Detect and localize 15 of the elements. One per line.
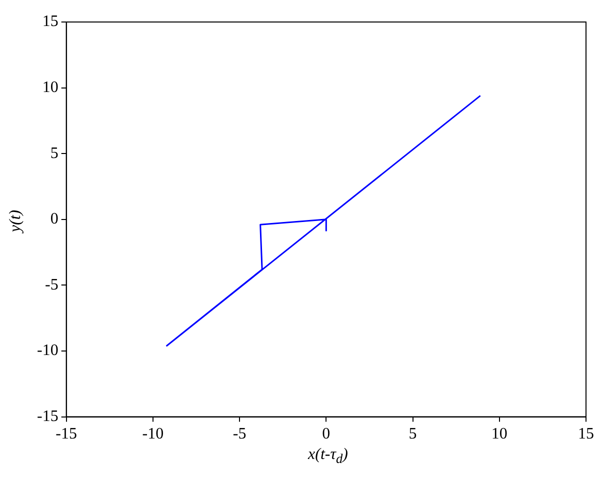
y-tick-label: -15 — [37, 408, 58, 426]
x-tick-label: -10 — [142, 426, 164, 443]
x-tick-label: -5 — [232, 426, 246, 443]
y-tick-label: -5 — [45, 276, 58, 294]
y-tick-label: 10 — [42, 79, 58, 96]
y-tick-label: 0 — [50, 210, 58, 228]
x-tick-label: 0 — [322, 426, 330, 443]
y-axis-title: y(t) — [7, 210, 25, 232]
x-axis-title: x(t-τ$_{d}$) — [306, 446, 349, 468]
x-tick-label: 10 — [491, 426, 508, 443]
x-tick-label: 5 — [408, 426, 417, 443]
y-tick-label: -10 — [37, 342, 58, 360]
y-tick-label: 15 — [42, 13, 58, 30]
x-tick-label: 15 — [578, 426, 594, 443]
y-tick-label: 5 — [50, 144, 58, 162]
